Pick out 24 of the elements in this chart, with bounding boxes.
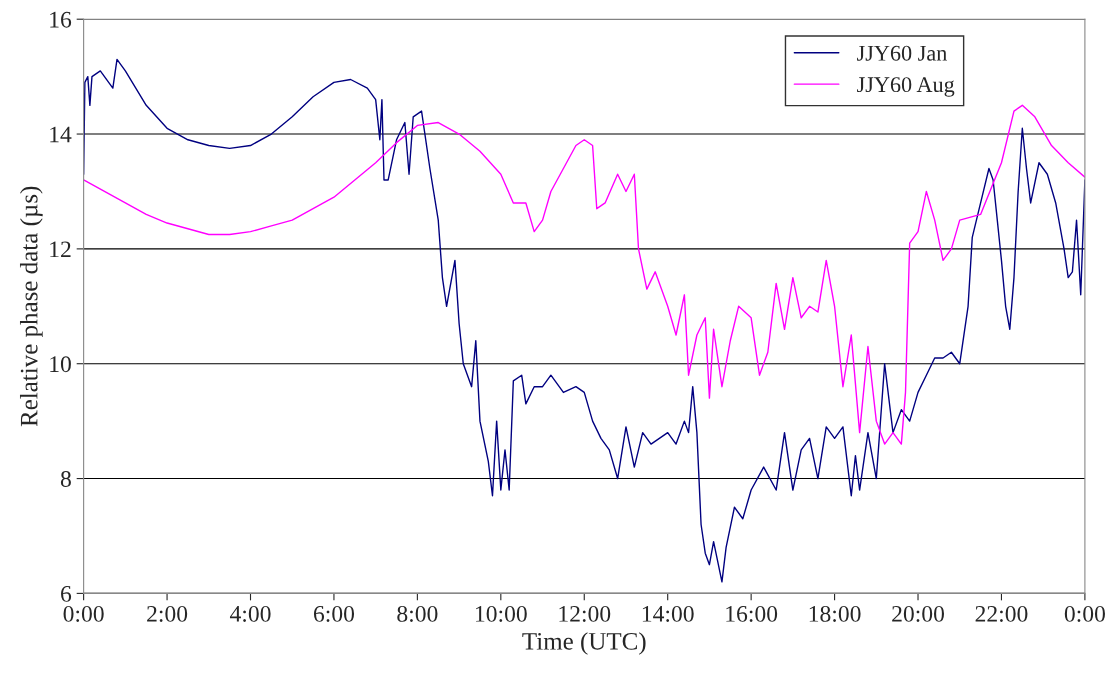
x-tick-label: 12:00: [559, 605, 611, 622]
legend-label: JJY60 Jan: [857, 45, 947, 61]
x-axis-title: Time (UTC): [522, 632, 646, 655]
x-tick-label: 10:00: [476, 605, 527, 622]
y-axis-title: Relative phase data (µs): [19, 186, 43, 427]
x-tick-label: 16:00: [726, 605, 778, 622]
y-tick-label: 8: [60, 471, 71, 487]
y-tick-label: 16: [50, 11, 72, 28]
x-tick-label: 2:00: [147, 605, 188, 622]
x-tick-label: 0:00: [1064, 605, 1105, 622]
y-tick-label: 6: [61, 585, 72, 602]
y-tick-label: 14: [50, 126, 72, 143]
x-tick-label: 20:00: [892, 605, 945, 622]
line-series: [83, 104, 1085, 445]
legend-label: JJY60 Aug: [857, 77, 955, 97]
y-tick-label: 10: [50, 356, 71, 373]
x-tick-label: 14:00: [642, 605, 694, 622]
x-tick-label: 0:00: [63, 605, 104, 622]
x-tick-label: 8:00: [397, 605, 438, 622]
x-tick-label: 6:00: [313, 605, 355, 622]
y-tick-label: 12: [50, 241, 71, 258]
x-tick-label: 18:00: [809, 605, 861, 622]
x-tick-label: 4:00: [229, 605, 271, 622]
x-tick-label: 22:00: [975, 605, 1028, 622]
